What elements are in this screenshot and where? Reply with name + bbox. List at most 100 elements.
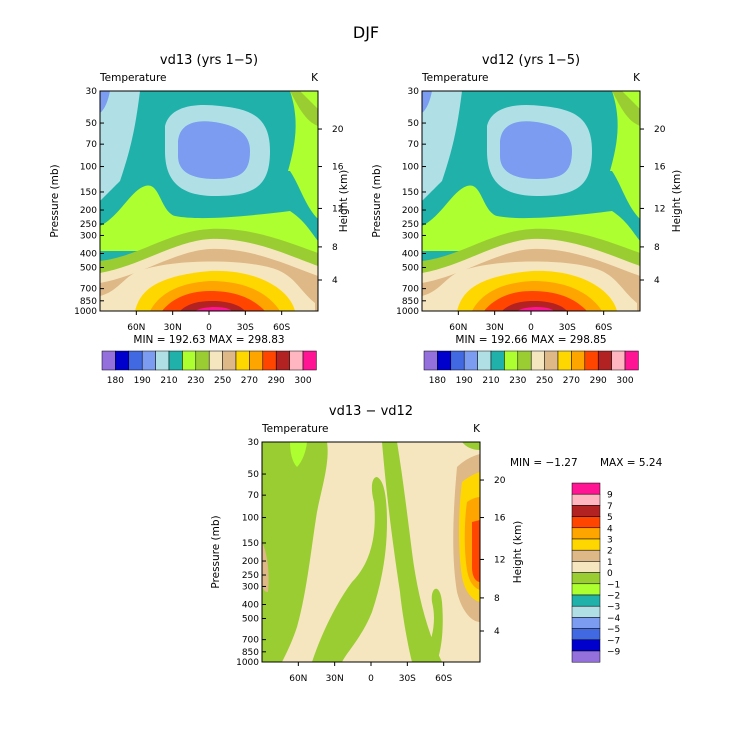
y-axis-label: Pressure (mb) [371, 164, 383, 237]
y2-ticks: 20 16 12 8 4 [640, 125, 666, 286]
colorbar-label: −4 [607, 614, 621, 624]
x-tick-label: 30N [326, 674, 344, 684]
colorbar-swatch [571, 505, 601, 517]
contour-field [262, 442, 480, 662]
x-tick-label: 60N [289, 674, 307, 684]
colorbar-label: −7 [607, 636, 620, 646]
y-tick-label: 150 [402, 188, 419, 198]
colorbar-swatch [544, 350, 559, 371]
y2-tick-label: 12 [332, 204, 343, 214]
x-ticks: 60N 30N 0 30S 60S [449, 311, 613, 333]
colorbar: 180 190 210 230 250 270 290 300 [101, 350, 317, 386]
colorbar-swatch [571, 628, 601, 641]
colorbar-label: 210 [482, 376, 499, 386]
colorbar-swatch [571, 482, 601, 495]
colorbar-label: −5 [607, 625, 620, 635]
x-tick-label: 60N [127, 323, 145, 333]
colorbar-swatch [504, 350, 519, 371]
colorbar-swatch [115, 350, 130, 371]
colorbar-swatch [477, 350, 492, 371]
colorbar-swatch [571, 650, 601, 663]
y-tick-label: 250 [80, 220, 97, 230]
x-tick-label: 30S [237, 323, 254, 333]
y2-ticks: 20 16 12 8 4 [480, 476, 506, 637]
colorbar-swatch [624, 350, 639, 371]
colorbar-label: 180 [107, 376, 124, 386]
colorbar-swatch [289, 350, 304, 371]
x-tick-label: 60S [595, 323, 612, 333]
colorbar-swatch [423, 350, 438, 371]
colorbar-label: 5 [607, 513, 613, 523]
colorbar-swatch [168, 350, 183, 371]
y-tick-label: 150 [80, 188, 97, 198]
colorbar-label: −1 [607, 580, 620, 590]
colorbar-swatch [571, 493, 601, 506]
colorbar-swatch [302, 350, 317, 371]
colorbar-label: 290 [590, 376, 607, 386]
y-tick-label: 700 [242, 636, 259, 646]
colorbar-swatch [571, 549, 601, 562]
y-tick-label: 70 [86, 140, 98, 150]
x-tick-label: 30S [399, 674, 416, 684]
colorbar-label: 300 [294, 376, 311, 386]
colorbar-label: 4 [607, 524, 613, 534]
x-tick-label: 0 [368, 674, 374, 684]
colorbar-swatch [557, 350, 572, 371]
y2-tick-label: 16 [494, 514, 506, 524]
colorbar-swatch [182, 350, 197, 371]
y-tick-label: 70 [408, 140, 420, 150]
y2-tick-label: 8 [494, 594, 500, 604]
panel-vd13: vd13 (yrs 1−5) Temperature K 30 50 70 100 15… [49, 53, 350, 386]
panel-variable: Temperature [99, 72, 167, 84]
x-tick-label: 0 [528, 323, 534, 333]
colorbar-swatch [571, 572, 601, 585]
y-tick-label: 500 [80, 264, 97, 274]
y2-tick-label: 20 [654, 125, 666, 135]
colorbar-swatch [571, 605, 601, 618]
y-tick-label: 500 [242, 615, 259, 625]
x-ticks: 60N 30N 0 30S 60S [289, 662, 453, 684]
colorbar-label: 9 [607, 491, 613, 501]
y-tick-label: 200 [242, 557, 259, 567]
colorbar-swatch [128, 350, 143, 371]
y-tick-label: 850 [402, 297, 419, 307]
y-tick-label: 300 [242, 582, 259, 592]
y-tick-label: 30 [86, 87, 98, 97]
contour-field [100, 91, 318, 311]
colorbar-swatch [249, 350, 264, 371]
y-tick-label: 200 [80, 206, 97, 216]
y-tick-label: 700 [80, 285, 97, 295]
colorbar-swatch [275, 350, 290, 371]
y-tick-label: 850 [242, 648, 259, 658]
max-stat: MAX = 5.24 [600, 457, 663, 469]
panel-title: vd13 (yrs 1−5) [160, 53, 258, 68]
panel-units: K [311, 72, 319, 84]
y-tick-label: 100 [80, 163, 97, 173]
y-tick-label: 150 [242, 539, 259, 549]
y2-tick-label: 8 [332, 243, 338, 253]
colorbar-label: 0 [607, 569, 613, 579]
colorbar-swatch [262, 350, 277, 371]
y-tick-label: 30 [408, 87, 420, 97]
colorbar-label: 1 [607, 558, 613, 568]
colorbar-swatch [571, 583, 601, 596]
colorbar-swatch [155, 350, 170, 371]
colorbar-swatch [222, 350, 237, 371]
colorbar-swatch [530, 350, 545, 371]
colorbar-label: 190 [456, 376, 473, 386]
y-tick-label: 1000 [236, 658, 259, 668]
colorbar-label: 290 [268, 376, 285, 386]
colorbar-label: −9 [607, 648, 621, 658]
y-tick-label: 400 [80, 250, 97, 260]
colorbar-swatch [517, 350, 532, 371]
colorbar-swatch [584, 350, 599, 371]
y-tick-label: 500 [402, 264, 419, 274]
y-axis-label: Pressure (mb) [49, 164, 61, 237]
min-stat: MIN = −1.27 [510, 457, 578, 469]
y-tick-label: 400 [242, 601, 259, 611]
x-tick-label: 30N [164, 323, 182, 333]
y-tick-label: 50 [408, 119, 420, 129]
